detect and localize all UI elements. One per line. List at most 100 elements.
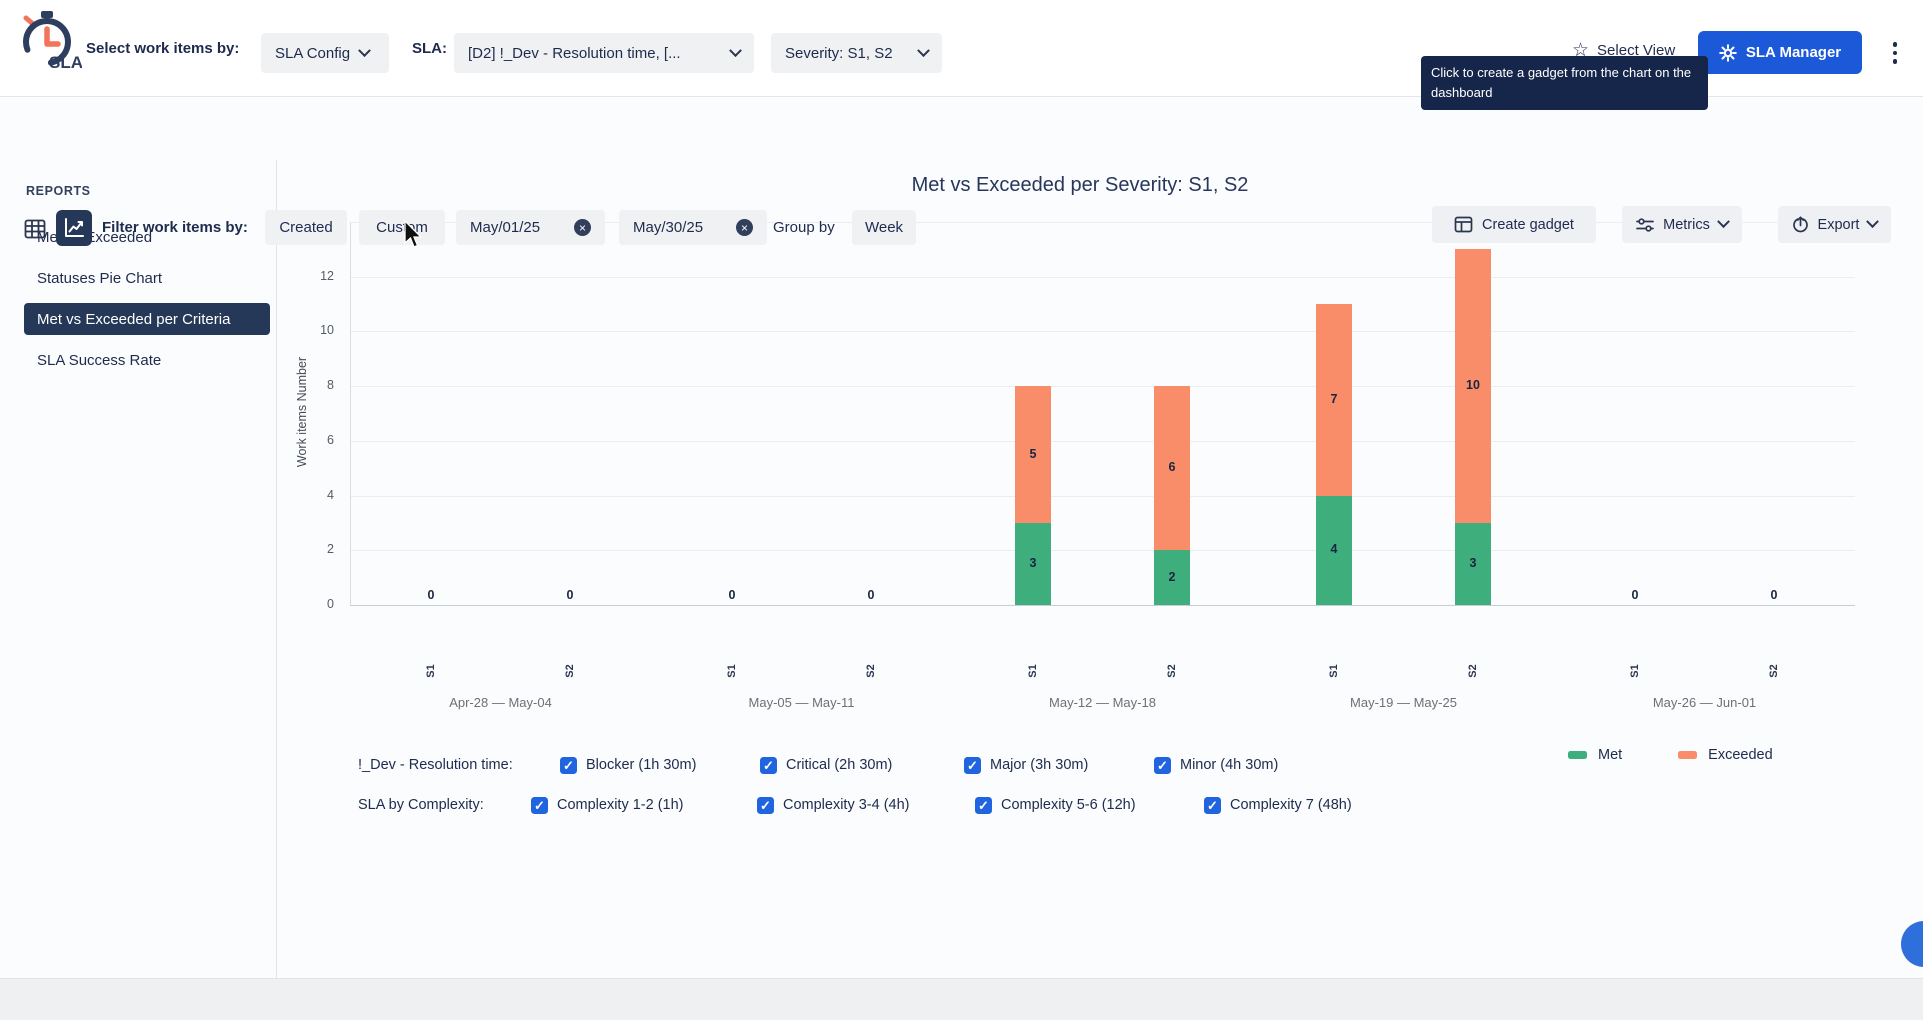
table-view-button[interactable] bbox=[21, 215, 49, 243]
legend-item-exceeded[interactable]: Exceeded bbox=[1678, 747, 1773, 763]
severity-axis-label: S1 bbox=[425, 654, 437, 688]
bar-value-label: 5 bbox=[1015, 447, 1051, 461]
sla-manager-button[interactable]: SLA Manager bbox=[1698, 31, 1862, 74]
checkbox-complexity-7[interactable]: ✓ Complexity 7 (48h) bbox=[1204, 795, 1352, 815]
footer-band bbox=[0, 978, 1923, 1020]
zero-value-label: 0 bbox=[552, 588, 588, 602]
svg-text:SLA: SLA bbox=[49, 53, 82, 72]
metrics-button[interactable]: Metrics bbox=[1622, 206, 1742, 243]
y-tick-label: 6 bbox=[298, 433, 334, 447]
created-filter-chip[interactable]: Created bbox=[265, 210, 347, 245]
bar-value-label: 7 bbox=[1316, 392, 1352, 406]
sidebar-item-met-vs-exceeded-per-criteria[interactable]: Met vs Exceeded per Criteria bbox=[24, 303, 270, 335]
severity-axis-label: S2 bbox=[1467, 654, 1479, 688]
clear-date-to-icon[interactable]: × bbox=[736, 219, 753, 236]
severity-axis-label: S1 bbox=[1027, 654, 1039, 688]
group-by-week-chip[interactable]: Week bbox=[852, 210, 916, 245]
y-axis-line bbox=[350, 222, 351, 605]
grid-icon bbox=[23, 217, 47, 241]
checkbox-label: Critical (2h 30m) bbox=[786, 757, 892, 773]
filter-work-items-label: Filter work items by: bbox=[102, 196, 248, 258]
sidebar-item-label: SLA Success Rate bbox=[37, 352, 161, 369]
checkbox-label: Complexity 3-4 (4h) bbox=[783, 797, 910, 813]
legend-exceeded-label: Exceeded bbox=[1708, 747, 1773, 763]
help-floating-button[interactable] bbox=[1901, 921, 1923, 967]
custom-filter-chip[interactable]: Custom bbox=[359, 210, 445, 245]
sla-logo: SLA bbox=[12, 8, 82, 74]
zero-value-label: 0 bbox=[853, 588, 889, 602]
week-range-label: May-12 — May-18 bbox=[1013, 695, 1193, 710]
gridline bbox=[350, 550, 1855, 551]
chevron-down-icon bbox=[1867, 215, 1880, 228]
chart-view-button[interactable] bbox=[56, 210, 92, 246]
y-axis-title: Work items Number bbox=[295, 332, 309, 492]
checkbox-checked-icon[interactable]: ✓ bbox=[1154, 757, 1171, 774]
checkbox-checked-icon[interactable]: ✓ bbox=[1204, 797, 1221, 814]
y-tick-label: 10 bbox=[298, 323, 334, 337]
clear-date-from-icon[interactable]: × bbox=[574, 219, 591, 236]
severity-axis-label: S2 bbox=[1768, 654, 1780, 688]
gridline bbox=[350, 331, 1855, 332]
legend-item-met[interactable]: Met bbox=[1568, 747, 1622, 763]
checkbox-major[interactable]: ✓ Major (3h 30m) bbox=[964, 755, 1088, 775]
checkbox-checked-icon[interactable]: ✓ bbox=[975, 797, 992, 814]
checkbox-label: Major (3h 30m) bbox=[990, 757, 1088, 773]
severity-axis-label: S1 bbox=[1629, 654, 1641, 688]
bar-value-label: 2 bbox=[1154, 570, 1190, 584]
gridline bbox=[350, 496, 1855, 497]
gridline bbox=[350, 277, 1855, 278]
chart-title: Met vs Exceeded per Severity: S1, S2 bbox=[350, 174, 1810, 197]
sidebar-item-label: Met vs Exceeded per Criteria bbox=[37, 311, 230, 328]
tooltip: Click to create a gadget from the chart … bbox=[1421, 56, 1708, 110]
y-tick-label: 0 bbox=[298, 597, 334, 611]
checkbox-checked-icon[interactable]: ✓ bbox=[560, 757, 577, 774]
group-by-label: Group by bbox=[773, 210, 835, 245]
created-chip-label: Created bbox=[279, 219, 332, 236]
sidebar-item-label: Statuses Pie Chart bbox=[37, 270, 162, 287]
reports-heading: REPORTS bbox=[26, 184, 91, 198]
checkbox-label: Complexity 5-6 (12h) bbox=[1001, 797, 1136, 813]
date-from-chip[interactable]: May/01/25 × bbox=[456, 210, 605, 245]
resolution-time-row-label: !_Dev - Resolution time: bbox=[358, 755, 513, 775]
gear-icon bbox=[1719, 44, 1737, 62]
checkbox-checked-icon[interactable]: ✓ bbox=[757, 797, 774, 814]
week-range-label: Apr-28 — May-04 bbox=[411, 695, 591, 710]
checkbox-checked-icon[interactable]: ✓ bbox=[760, 757, 777, 774]
sla-manager-label: SLA Manager bbox=[1746, 44, 1841, 61]
checkbox-complexity-3-4[interactable]: ✓ Complexity 3-4 (4h) bbox=[757, 795, 910, 815]
checkbox-checked-icon[interactable]: ✓ bbox=[531, 797, 548, 814]
checkbox-checked-icon[interactable]: ✓ bbox=[964, 757, 981, 774]
mouse-cursor bbox=[403, 220, 425, 250]
metrics-label: Metrics bbox=[1663, 217, 1710, 233]
kebab-menu-button[interactable] bbox=[1884, 33, 1906, 73]
checkbox-label: Complexity 7 (48h) bbox=[1230, 797, 1352, 813]
bar-value-label: 3 bbox=[1015, 556, 1051, 570]
checkbox-minor[interactable]: ✓ Minor (4h 30m) bbox=[1154, 755, 1278, 775]
checkbox-blocker[interactable]: ✓ Blocker (1h 30m) bbox=[560, 755, 696, 775]
y-tick-label: 2 bbox=[298, 542, 334, 556]
chevron-down-icon bbox=[729, 44, 742, 57]
checkbox-label: Minor (4h 30m) bbox=[1180, 757, 1278, 773]
group-by-value: Week bbox=[865, 219, 903, 236]
bar-value-label: 6 bbox=[1154, 460, 1190, 474]
export-icon bbox=[1792, 216, 1809, 233]
severity-axis-label: S2 bbox=[564, 654, 576, 688]
export-button[interactable]: Export bbox=[1778, 206, 1891, 243]
chevron-down-icon bbox=[1717, 215, 1730, 228]
zero-value-label: 0 bbox=[714, 588, 750, 602]
gridline bbox=[350, 605, 1855, 606]
severity-dropdown[interactable]: Severity: S1, S2 bbox=[771, 33, 942, 73]
sla-config-dropdown[interactable]: SLA Config bbox=[261, 33, 389, 73]
checkbox-complexity-1-2[interactable]: ✓ Complexity 1-2 (1h) bbox=[531, 795, 684, 815]
chart-legend: Met Exceeded bbox=[1568, 747, 1773, 763]
sidebar-item-statuses-pie-chart[interactable]: Statuses Pie Chart bbox=[24, 262, 270, 294]
create-gadget-button[interactable]: Create gadget bbox=[1432, 206, 1596, 243]
checkbox-complexity-5-6[interactable]: ✓ Complexity 5-6 (12h) bbox=[975, 795, 1136, 815]
legend-met-label: Met bbox=[1598, 747, 1622, 763]
date-to-chip[interactable]: May/30/25 × bbox=[619, 210, 767, 245]
met-swatch bbox=[1568, 751, 1587, 759]
sidebar-item-sla-success-rate[interactable]: SLA Success Rate bbox=[24, 344, 270, 376]
sla-dropdown[interactable]: [D2] !_Dev - Resolution time, [... bbox=[454, 33, 754, 73]
checkbox-critical[interactable]: ✓ Critical (2h 30m) bbox=[760, 755, 892, 775]
gridline bbox=[350, 386, 1855, 387]
